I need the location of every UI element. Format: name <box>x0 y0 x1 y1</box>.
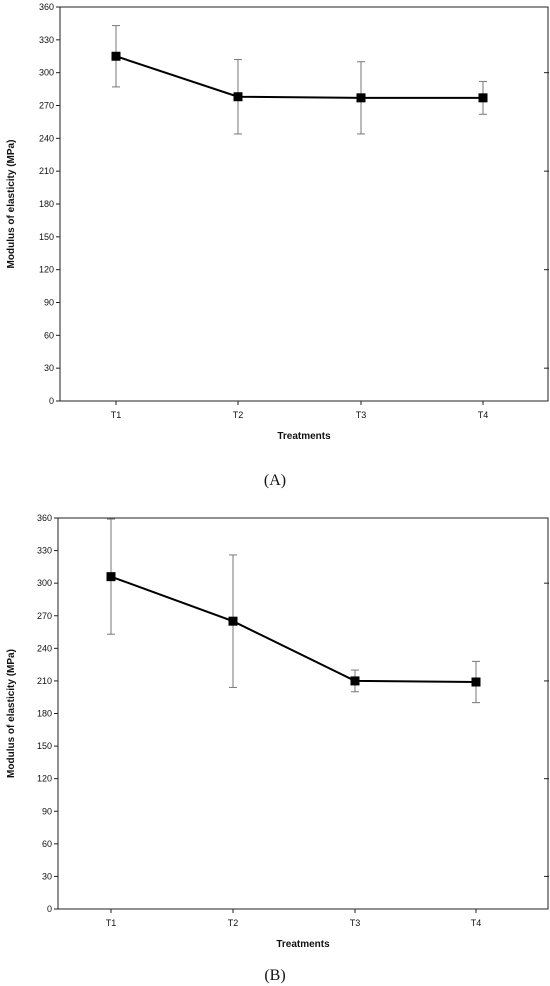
chart-a-series-line <box>115 55 483 99</box>
chart-a-svg: 0 30 60 90 120 150 180 210 240 270 300 330 360 T1 T2 T3… <box>6 2 549 442</box>
chart-b-ytick-label: 330 <box>37 546 52 556</box>
chart-a-ytick-label: 240 <box>39 133 54 143</box>
chart-a-ytick-label: 90 <box>44 298 54 308</box>
chart-b-plot-frame <box>57 517 549 910</box>
chart-b-ytick-label: 270 <box>37 611 52 621</box>
chart-b-ytick-label: 150 <box>37 741 52 751</box>
chart-b-series-line <box>110 575 477 684</box>
chart-b-ytick-label: 180 <box>37 709 52 719</box>
panel-label-b: (B) <box>264 967 286 984</box>
chart-b-ytick-label: 90 <box>42 806 52 816</box>
chart-a-ytick-label: 210 <box>39 166 54 176</box>
chart-a-ytick-label: 150 <box>39 232 54 242</box>
chart-b-data-point <box>471 677 481 687</box>
chart-a-data-point <box>111 51 121 61</box>
chart-a-ytick-label: 270 <box>39 101 54 111</box>
chart-b-ytick-label: 30 <box>42 871 52 881</box>
chart-b-ytick-label: 0 <box>47 904 52 914</box>
chart-b-xtick-label: T3 <box>350 918 361 928</box>
chart-a-xtick-label: T3 <box>356 410 367 420</box>
chart-a-ytick-label: 30 <box>44 363 54 373</box>
chart-b-ytick-label: 300 <box>37 578 52 588</box>
chart-b-ytick-label: 240 <box>37 643 52 653</box>
chart-b-xtick-label: T4 <box>471 918 482 928</box>
chart-a-xtick-label: T2 <box>233 410 244 420</box>
chart-a-ytick-label: 0 <box>49 396 54 406</box>
chart-a-y-axis-title: Modulus of elasticity (MPa) <box>6 140 17 269</box>
chart-a-xtick-label: T1 <box>111 410 122 420</box>
chart-b-ytick-label: 210 <box>37 676 52 686</box>
chart-a-data-point <box>233 92 243 102</box>
chart-a-ytick-label: 330 <box>39 35 54 45</box>
chart-b-data-point <box>106 572 116 582</box>
chart-a-ytick-label: 180 <box>39 199 54 209</box>
chart-panel-b: 0 30 60 90 120 150 180 210 240 270 300 330 360 T1 T2 T3… <box>0 500 550 986</box>
chart-b-x-axis-title: Treatments <box>276 939 330 950</box>
chart-a-plot-frame <box>59 6 549 402</box>
chart-b-data-point <box>228 616 238 626</box>
chart-a-ytick-label: 360 <box>39 2 54 12</box>
panel-label-a: (A) <box>263 472 287 489</box>
chart-a-data-point <box>478 93 488 103</box>
chart-b-ytick-label: 120 <box>37 774 52 784</box>
chart-b-data-point <box>350 676 360 686</box>
chart-a-ytick-label: 60 <box>44 330 54 340</box>
chart-b-xtick-label: T1 <box>106 918 117 928</box>
chart-a-x-axis-title: Treatments <box>277 431 331 442</box>
chart-b-ytick-label: 60 <box>42 839 52 849</box>
chart-b-xtick-label: T2 <box>228 918 239 928</box>
chart-b-y-axis-title: Modulus of elasticity (MPa) <box>6 649 17 778</box>
chart-panel-a: 0 30 60 90 120 150 180 210 240 270 300 330 360 T1 T2 T3… <box>6 2 549 489</box>
chart-a-ytick-label: 300 <box>39 68 54 78</box>
chart-a-xtick-label: T4 <box>478 410 489 420</box>
chart-b-svg: 0 30 60 90 120 150 180 210 240 270 300 330 360 T1 T2 T3… <box>6 513 549 950</box>
chart-b-ytick-label: 360 <box>37 513 52 523</box>
chart-a-ytick-label: 120 <box>39 265 54 275</box>
chart-a-data-point <box>356 93 366 103</box>
